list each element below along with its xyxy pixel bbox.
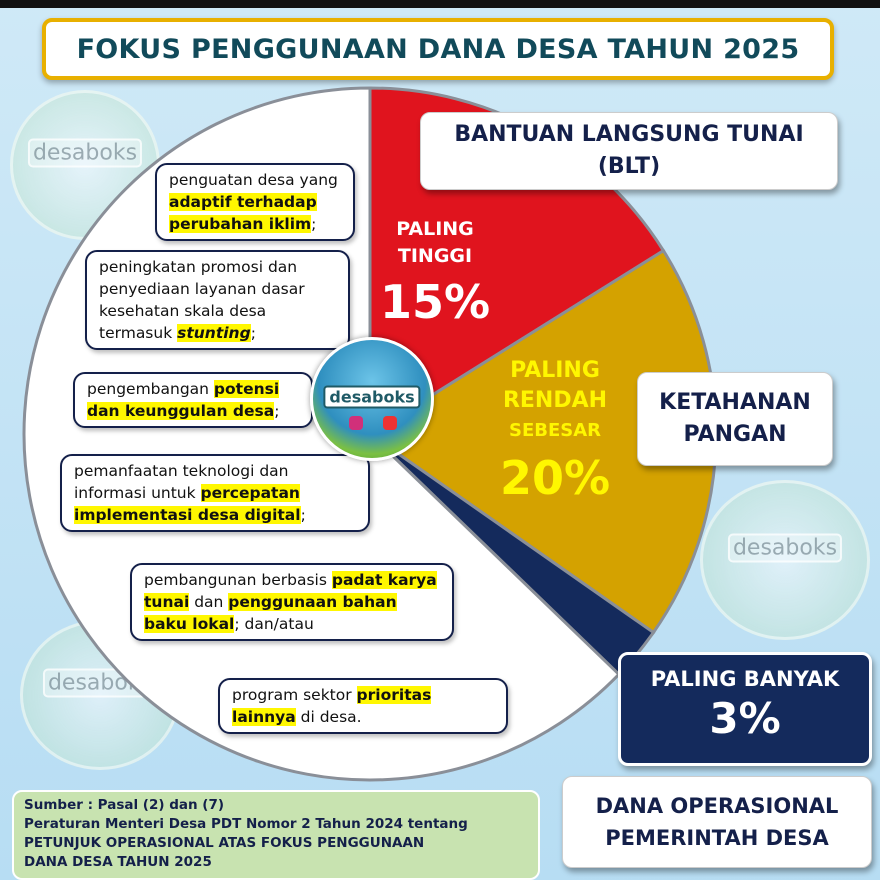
highlighted-text: stunting: [177, 324, 251, 342]
text-segment: ;: [311, 215, 317, 233]
operasional-category-box: DANA OPERASIONAL PEMERINTAH DESA: [562, 776, 872, 868]
pangan-category-box: KETAHANAN PANGAN: [637, 372, 833, 466]
category-text: DANA OPERASIONAL: [595, 794, 839, 818]
operasional-slice-label: PALING BANYAK 3%: [618, 652, 872, 766]
label-line: PALING: [396, 218, 474, 240]
source-note: Sumber : Pasal (2) dan (7) Peraturan Men…: [12, 790, 540, 880]
text-segment: dan: [189, 593, 229, 611]
category-text: BANTUAN LANGSUNG TUNAI: [454, 122, 804, 147]
text-segment: program sektor: [232, 686, 357, 704]
pangan-percent: 20%: [499, 451, 611, 505]
text-segment: pemanfaatan teknologi dan informasi untu…: [74, 462, 289, 502]
text-segment: ;: [300, 506, 306, 524]
text-segment: di desa.: [295, 708, 362, 726]
logo-text: desaboks: [323, 385, 421, 409]
top-bar: [0, 0, 880, 8]
label-line: SEBESAR: [508, 420, 602, 441]
youtube-icon: [383, 416, 397, 430]
category-text: PEMERINTAH DESA: [605, 826, 829, 850]
item-text: program sektor prioritas lainnya di desa…: [232, 686, 432, 726]
watermark-text: desaboks: [27, 138, 143, 168]
operasional-percent: 3%: [709, 694, 781, 743]
label-line: PALING BANYAK: [650, 667, 840, 691]
source-line: PETUNJUK OPERASIONAL ATAS FOKUS PENGGUNA…: [24, 835, 425, 851]
text-segment: peningkatan promosi dan penyediaan layan…: [99, 258, 305, 342]
text-segment: ; dan/atau: [234, 615, 314, 633]
pangan-slice-label: PALING RENDAH SEBESAR 20%: [490, 356, 620, 510]
text-segment: ;: [274, 402, 280, 420]
highlighted-text: adaptif terhadap perubahan iklim: [169, 193, 317, 233]
item-text: penguatan desa yang adaptif terhadap per…: [169, 171, 338, 233]
item-text: pembangunan berbasis padat karya tunai d…: [144, 571, 437, 633]
category-text: KETAHANAN: [659, 390, 811, 415]
instagram-icon: [349, 416, 363, 430]
label-line: PALING: [510, 358, 600, 383]
watermark-logo: desaboks: [700, 480, 870, 640]
text-segment: pembangunan berbasis: [144, 571, 332, 589]
text-segment: penguatan desa yang: [169, 171, 338, 189]
text-segment: pengembangan: [87, 380, 214, 398]
category-text: PANGAN: [683, 422, 787, 447]
list-item: pemanfaatan teknologi dan informasi untu…: [60, 454, 370, 532]
list-item: pembangunan berbasis padat karya tunai d…: [130, 563, 454, 641]
list-item: peningkatan promosi dan penyediaan layan…: [85, 250, 350, 350]
label-line: RENDAH: [502, 388, 608, 413]
label-line: TINGGI: [397, 245, 473, 267]
item-text: pemanfaatan teknologi dan informasi untu…: [74, 462, 306, 524]
source-line: Sumber : Pasal (2) dan (7): [24, 797, 225, 813]
item-text: peningkatan promosi dan penyediaan layan…: [99, 258, 305, 342]
blt-percent: 15%: [379, 275, 491, 329]
list-item: program sektor prioritas lainnya di desa…: [218, 678, 508, 734]
list-item: pengembangan potensi dan keunggulan desa…: [73, 372, 313, 428]
list-item: penguatan desa yang adaptif terhadap per…: [155, 163, 355, 241]
category-text: (BLT): [597, 154, 661, 179]
page-title: FOKUS PENGGUNAAN DANA DESA TAHUN 2025: [42, 18, 834, 80]
item-text: pengembangan potensi dan keunggulan desa…: [87, 380, 279, 420]
desaboks-logo: desaboks: [310, 337, 434, 461]
source-line: DANA DESA TAHUN 2025: [24, 854, 212, 870]
text-segment: ;: [250, 324, 256, 342]
watermark-text: desaboks: [727, 533, 843, 563]
blt-category-box: BANTUAN LANGSUNG TUNAI (BLT): [420, 112, 838, 190]
source-line: Peraturan Menteri Desa PDT Nomor 2 Tahun…: [24, 816, 468, 832]
blt-slice-label: PALING TINGGI 15%: [375, 216, 495, 334]
